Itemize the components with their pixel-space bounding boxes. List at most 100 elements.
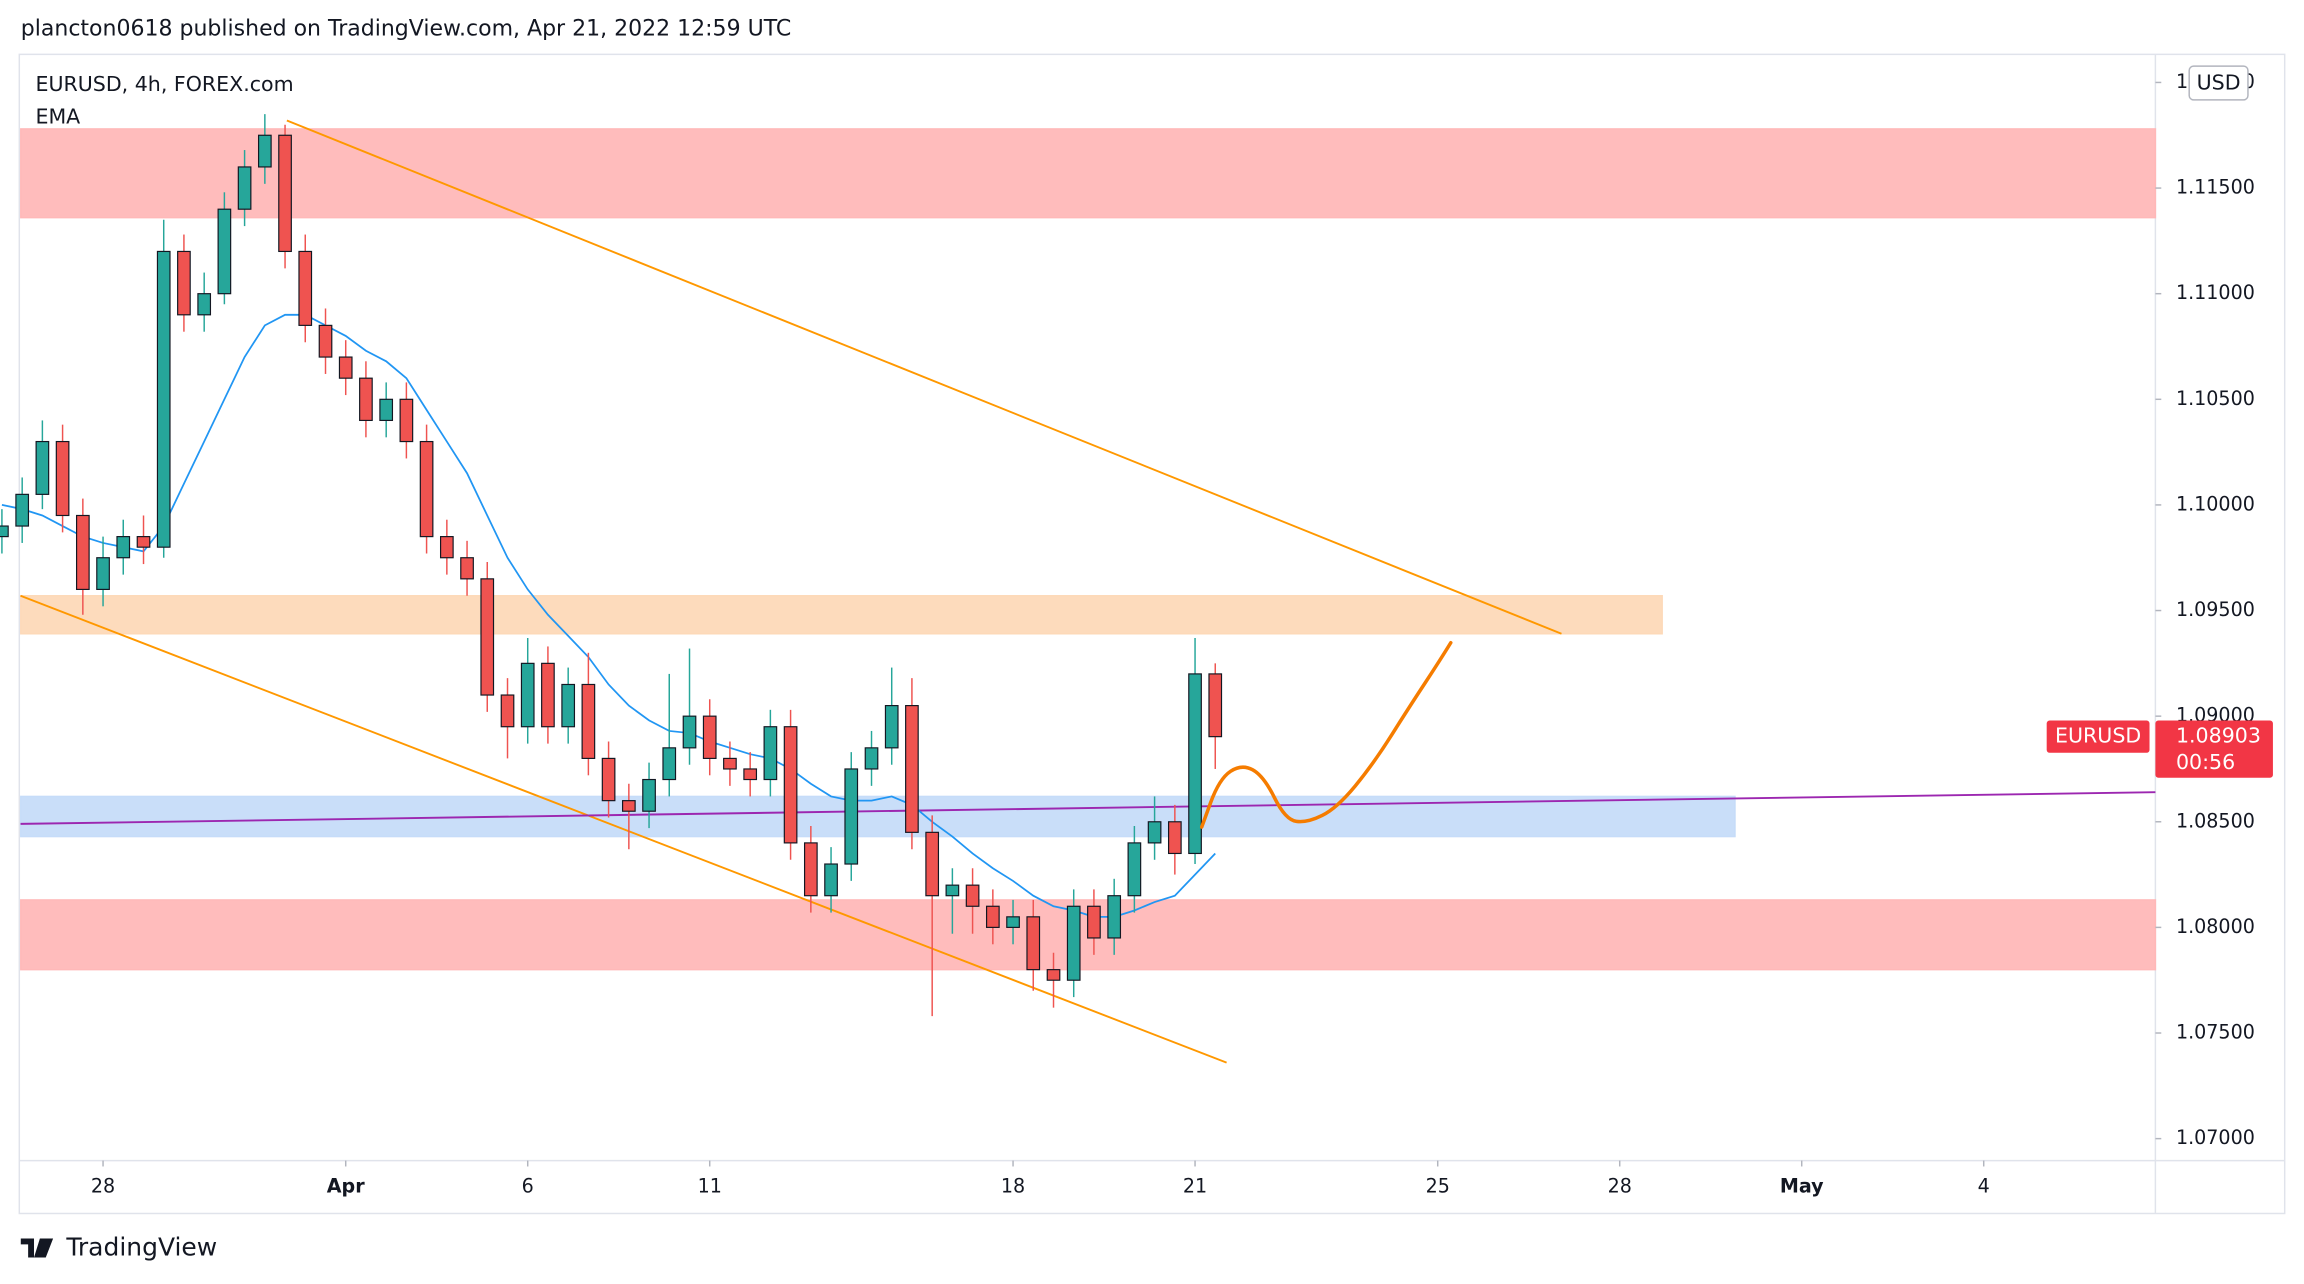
candle-body (75, 514, 90, 591)
y-tick-label: 1.10500 (2176, 387, 2255, 410)
candle-body (541, 662, 555, 728)
logo-mark[interactable] (20, 1238, 54, 1258)
x-tick-label: 28 (91, 1175, 115, 1198)
zone (20, 795, 1736, 838)
x-tick-label: 25 (1426, 1175, 1450, 1198)
x-tick-label: May (1780, 1175, 1824, 1198)
x-tick-label: 28 (1608, 1175, 1632, 1198)
candle-body (136, 536, 151, 548)
candle-body (1107, 895, 1122, 939)
candle-body (1006, 916, 1020, 928)
y-tick-label: 1.10000 (2176, 492, 2255, 515)
candle-body (803, 842, 818, 897)
candle-body (884, 705, 899, 749)
candle-body (581, 683, 596, 759)
candle-body (864, 747, 879, 770)
candle-body (379, 398, 394, 422)
indicator-legend: EMA (35, 105, 80, 129)
y-tick-label: 1.11500 (2176, 176, 2255, 199)
candle-body (783, 726, 798, 844)
zone (20, 595, 1663, 635)
y-tick-label: 1.08000 (2176, 915, 2255, 938)
candle-body (298, 250, 313, 326)
candle-body (177, 250, 191, 316)
candle-body (480, 578, 495, 696)
candle-body (1167, 821, 1182, 855)
candle-body (217, 208, 232, 295)
plot (0, 114, 2156, 1064)
x-tick-label: 18 (1001, 1175, 1025, 1198)
x-tick-label: 21 (1183, 1175, 1207, 1198)
currency-box[interactable] (2188, 65, 2249, 101)
price-tag (2155, 720, 2273, 778)
footer-logo[interactable]: TradingView (20, 1233, 217, 1262)
candle-body (925, 831, 940, 897)
candle-body (197, 293, 212, 316)
candle-body (1066, 905, 1081, 981)
symbol-title: EURUSD, 4h, FOREX.com (35, 72, 293, 96)
candle-body (0, 525, 9, 538)
candle-body (642, 778, 656, 812)
candle-body (601, 757, 616, 802)
x-tick-label: 11 (698, 1175, 722, 1198)
candle-body (460, 557, 474, 580)
trend-line (20, 594, 1227, 1064)
x-tick-label: 6 (522, 1175, 534, 1198)
candle-body (156, 250, 171, 548)
candle-body (1188, 673, 1202, 855)
candle-body (824, 863, 838, 897)
candle-body (257, 134, 272, 168)
currency-button[interactable]: USD (2188, 65, 2249, 101)
candle-body (621, 800, 636, 812)
trend-line (286, 119, 1562, 635)
currency-label[interactable]: USD (2197, 71, 2241, 95)
symbol-tag-label: EURUSD (2055, 724, 2141, 748)
candle-body (500, 694, 515, 728)
published-note: plancton0618 published on TradingView.co… (21, 16, 791, 41)
candle-body (662, 747, 677, 781)
y-tick-label: 1.08500 (2176, 809, 2255, 832)
candle-body (1127, 842, 1142, 897)
candle-body (338, 356, 353, 379)
candle-body (55, 440, 70, 517)
candle-body (359, 377, 373, 422)
candle-body (702, 715, 717, 759)
candle-body (35, 440, 50, 495)
candle-body (561, 683, 576, 728)
price-tag-label: 1.08903 (2176, 724, 2261, 748)
zones (20, 128, 2157, 971)
candle-body (419, 440, 434, 538)
candle-body (1087, 905, 1101, 939)
ema-line (1, 313, 1216, 918)
logo-text[interactable]: TradingView (65, 1233, 217, 1262)
y-tick-label: 1.07000 (2176, 1126, 2255, 1149)
candle-body (985, 905, 1000, 928)
symbol-tag (2046, 720, 2150, 753)
candle-body (1147, 821, 1162, 844)
candle-body (237, 166, 252, 210)
candle-body (965, 884, 980, 907)
trend-line (20, 791, 2156, 825)
x-tick-label: 4 (1978, 1175, 1990, 1198)
candle-body (723, 757, 737, 770)
candle-body (96, 557, 110, 591)
candle-body (682, 715, 697, 749)
y-tick-label: 1.11000 (2176, 281, 2255, 304)
candle-body (439, 536, 454, 559)
candle-body (905, 705, 919, 833)
y-tick-label: 1.09500 (2176, 598, 2255, 621)
candle-body (318, 324, 333, 358)
candle-body (763, 726, 778, 781)
candle-body (1046, 969, 1061, 981)
zone (20, 128, 2157, 219)
candle-body (278, 134, 292, 253)
countdown-label: 00:56 (2176, 750, 2235, 774)
candle-body (116, 536, 131, 559)
projection-curve (1199, 640, 1453, 829)
candle-body (520, 662, 535, 728)
candle-body (399, 398, 414, 443)
candle-body (15, 493, 30, 527)
candle-body (1026, 916, 1041, 971)
y-tick-label: 1.07500 (2176, 1021, 2255, 1044)
